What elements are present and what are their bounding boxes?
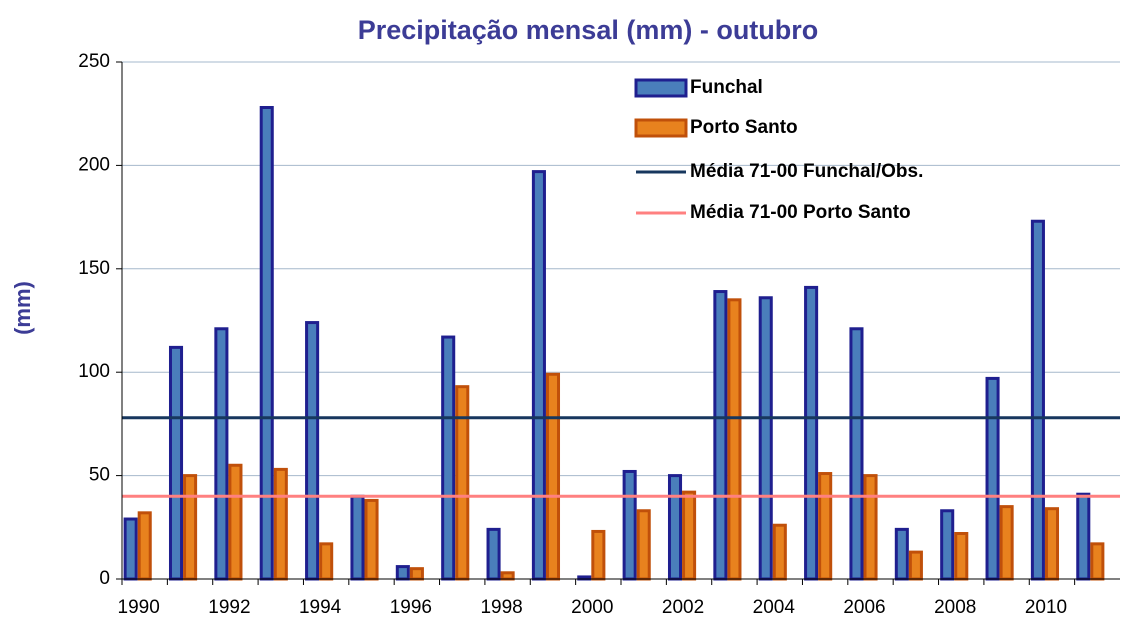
y-tick-label: 250 [78, 51, 110, 72]
bar [1030, 219, 1045, 581]
bar [455, 385, 470, 581]
bar [350, 494, 365, 581]
legend-label: Média 71-00 Porto Santo [690, 202, 911, 223]
bar [486, 527, 501, 581]
bar [849, 327, 864, 581]
bar [1076, 492, 1091, 581]
y-tick-label: 100 [78, 361, 110, 382]
bar [863, 474, 878, 581]
bar [305, 321, 320, 581]
bar [273, 467, 288, 581]
bar [409, 567, 424, 581]
y-tick-label: 50 [89, 465, 110, 486]
bar [319, 542, 334, 581]
bar [636, 509, 651, 581]
bar [137, 511, 152, 581]
bar [441, 335, 456, 581]
x-tick-label: 2000 [571, 597, 613, 618]
bar [123, 517, 138, 581]
bar [168, 345, 184, 581]
bar [999, 505, 1014, 581]
bar [228, 463, 243, 581]
bar [954, 532, 969, 581]
legend-swatch [634, 78, 688, 98]
legend-swatch [634, 118, 688, 138]
bar [622, 469, 637, 581]
y-tick-label: 200 [78, 154, 110, 175]
bar [818, 472, 833, 581]
bar [1044, 507, 1060, 581]
x-tick-label: 2010 [1025, 597, 1067, 618]
bar [713, 290, 728, 581]
x-tick-label: 1992 [208, 597, 250, 618]
bar [908, 550, 923, 581]
bar [772, 523, 787, 581]
chart-title: Precipitação mensal (mm) - outubro [358, 15, 819, 45]
y-tick-label: 150 [78, 258, 110, 279]
y-axis-label: (mm) [10, 281, 35, 335]
bar [682, 490, 697, 581]
bar [985, 376, 1000, 581]
bar [727, 298, 742, 581]
legend-label: Média 71-00 Funchal/Obs. [690, 161, 923, 182]
bar [804, 285, 819, 581]
bar [364, 498, 379, 581]
legend-label: Funchal [690, 77, 763, 98]
x-tick-label: 1996 [390, 597, 432, 618]
x-tick-label: 2002 [662, 597, 704, 618]
bar [758, 296, 773, 581]
bar [940, 509, 955, 581]
x-tick-label: 2004 [753, 597, 796, 618]
x-tick-label: 1994 [299, 597, 342, 618]
bar [259, 105, 274, 581]
bar [667, 474, 683, 581]
y-tick-label: 0 [99, 568, 110, 589]
x-tick-label: 1990 [118, 597, 160, 618]
bar [183, 474, 198, 581]
x-tick-label: 2008 [934, 597, 976, 618]
bar [1090, 542, 1105, 581]
bar [894, 527, 909, 581]
bar [500, 571, 515, 581]
bar [395, 565, 410, 581]
bar [545, 372, 561, 581]
bar [214, 327, 229, 581]
x-tick-label: 2006 [843, 597, 885, 618]
bar [591, 529, 606, 581]
legend-label: Porto Santo [690, 117, 798, 138]
bar [531, 170, 546, 581]
x-tick-label: 1998 [480, 597, 522, 618]
